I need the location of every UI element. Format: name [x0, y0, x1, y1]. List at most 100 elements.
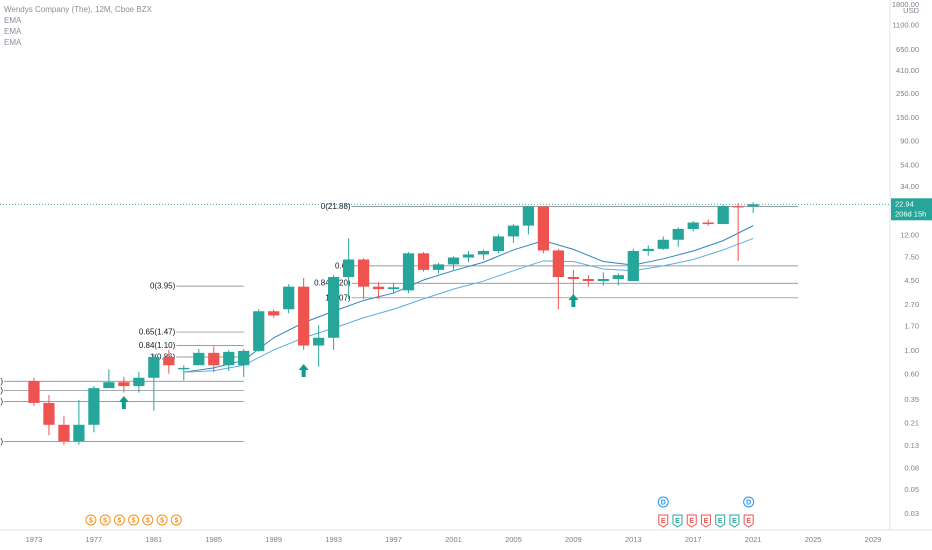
dividend-mark: $ [146, 518, 150, 525]
dividend-circle [128, 514, 140, 526]
price-tick-label: 0.35 [904, 395, 919, 404]
candle-body [193, 352, 205, 366]
earnings-shape [743, 514, 754, 528]
dividend-mark: $ [103, 518, 107, 525]
earnings-icon: E [658, 514, 669, 528]
candle-body [627, 251, 639, 282]
earnings-icon: E [700, 514, 711, 528]
symbol-title[interactable]: Wendys Company (The), 12M, Cboe BZX [4, 5, 152, 14]
earnings-icon: E [686, 514, 697, 528]
earnings-shape [672, 514, 683, 528]
buy-arrow-icon [118, 396, 129, 409]
earnings-mark: E [675, 518, 680, 525]
candle-body [432, 264, 445, 270]
dividend-circle [99, 514, 111, 526]
candle-body [73, 424, 85, 442]
candle-body [447, 257, 460, 265]
fib-level-label: 0(3.95) [150, 282, 176, 291]
fib-level-label: 1(0.86) [150, 352, 176, 361]
fib-level-label: 0.65(0.33) [0, 397, 3, 406]
candle-body [313, 337, 325, 346]
fib-level-label: 0.84(1.10) [139, 341, 176, 350]
price-tick-label: 0.05 [904, 485, 919, 494]
dividend-mark: $ [89, 518, 93, 525]
candle-body [522, 206, 535, 226]
candle-body [717, 206, 729, 225]
candle-body [672, 228, 684, 240]
earnings-icon: E [672, 514, 683, 528]
candle-body [268, 311, 280, 316]
ema-indicator-1[interactable]: EMA [4, 16, 22, 25]
price-tick-label: 0.60 [904, 370, 919, 379]
candle-body [507, 225, 520, 237]
price-tick-label: 650.00 [896, 45, 919, 54]
candle-body [687, 222, 699, 229]
earnings-icon: E [743, 514, 754, 528]
split-circle [657, 496, 669, 508]
year-tick-label: 1973 [26, 535, 43, 544]
year-tick-label: 1985 [205, 535, 222, 544]
price-tick-label: 4.50 [904, 276, 919, 285]
candle-body [298, 286, 310, 346]
dividend-circle [156, 514, 168, 526]
earnings-mark: E [661, 518, 666, 525]
split-icon: D [657, 496, 669, 508]
ema-line [183, 238, 754, 373]
candle-body [28, 381, 40, 403]
candle-body [597, 279, 609, 282]
candle-body [567, 277, 579, 280]
ema-indicator-2[interactable]: EMA [4, 27, 22, 36]
price-tick-label: 1800.00 [892, 0, 919, 9]
candle-body [732, 206, 744, 208]
candle-body [163, 356, 175, 366]
candle-body [582, 279, 594, 282]
candle-body [537, 206, 550, 251]
candle-body [492, 236, 505, 252]
earnings-shape [729, 514, 740, 528]
dividend-icon: $ [99, 514, 111, 526]
last-price-value: 22.94 [895, 199, 914, 208]
price-tick-label: 410.00 [896, 66, 919, 75]
price-tick-label: 2.70 [904, 300, 919, 309]
candle-body [118, 382, 130, 387]
year-tick-label: 2013 [625, 535, 642, 544]
split-circle [743, 496, 755, 508]
year-tick-label: 2017 [685, 535, 702, 544]
candle-body [642, 248, 654, 252]
candle-body [253, 311, 265, 351]
year-tick-label: 2025 [805, 535, 822, 544]
price-tick-label: 1.70 [904, 321, 919, 330]
candle-body [372, 286, 385, 290]
candle-body [342, 259, 355, 278]
fib-level-label: 0.84(0.42) [0, 386, 3, 395]
ema-indicator-3[interactable]: EMA [4, 38, 22, 47]
dividend-mark: $ [117, 518, 121, 525]
candle-body [283, 286, 295, 310]
candle-body [133, 377, 145, 387]
candle-body [357, 259, 370, 287]
dividend-mark: $ [160, 518, 164, 525]
split-mark: D [746, 500, 751, 507]
year-tick-label: 1977 [86, 535, 103, 544]
chart-legend: Wendys Company (The), 12M, Cboe BZX EMA … [4, 4, 152, 48]
split-mark: D [661, 500, 666, 507]
fib-level-label: 1(0.51) [0, 377, 3, 386]
earnings-icon: E [715, 514, 726, 528]
candle-body [657, 239, 669, 249]
price-tick-label: 1100.00 [892, 20, 919, 29]
last-price-badge [891, 198, 932, 221]
candle-body [612, 275, 624, 280]
dividend-circle [142, 514, 154, 526]
buy-arrow-icon [298, 364, 309, 377]
earnings-shape [658, 514, 669, 528]
candle-body [462, 254, 475, 258]
price-tick-label: 1.00 [904, 346, 919, 355]
currency-label: USD [903, 6, 919, 15]
dividend-icon: $ [113, 514, 125, 526]
year-tick-label: 1981 [145, 535, 162, 544]
candle-body [148, 356, 160, 378]
candle-body [552, 250, 564, 278]
dividend-icon: $ [170, 514, 182, 526]
price-tick-label: 7.50 [904, 252, 919, 261]
